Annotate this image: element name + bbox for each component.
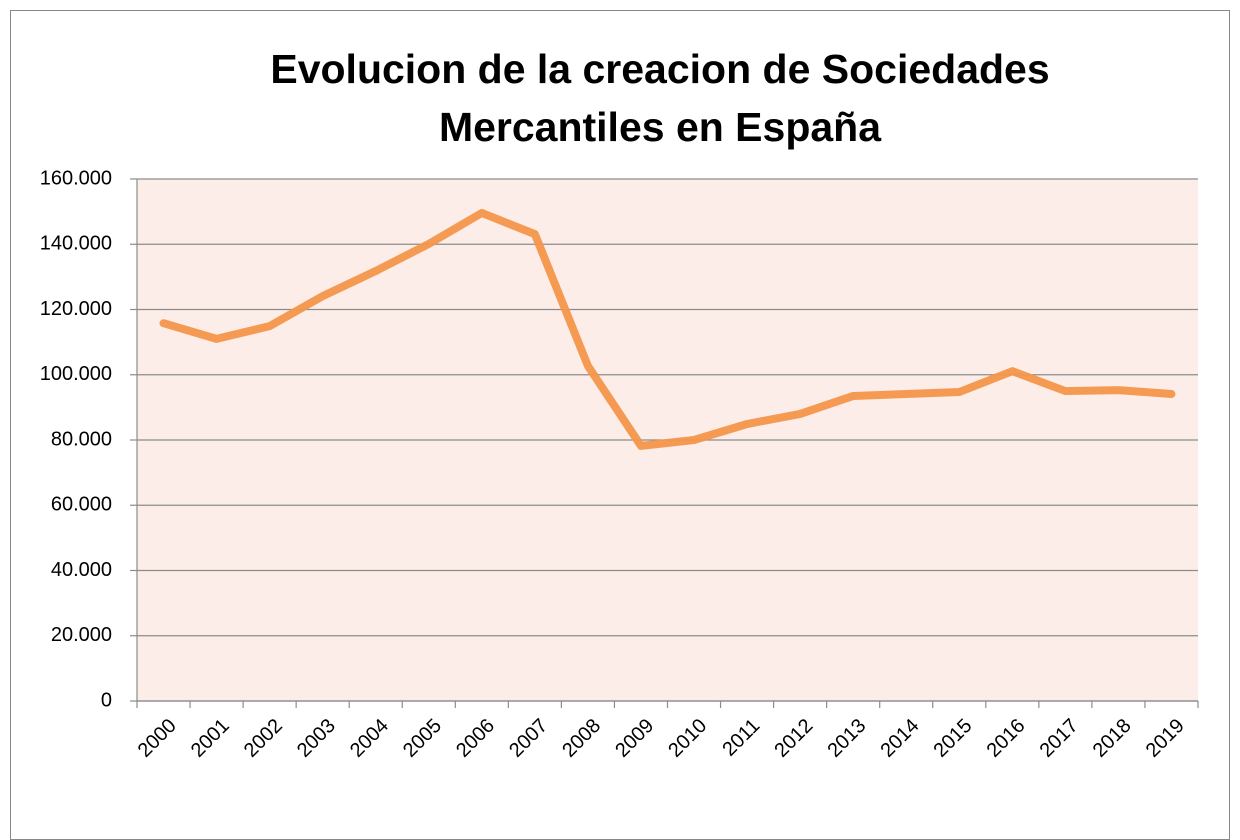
x-tick-label: 2017 — [1036, 715, 1083, 762]
x-tick-label: 2002 — [240, 715, 287, 762]
x-tick-label: 2018 — [1089, 715, 1136, 762]
data-line — [159, 208, 1176, 450]
x-tick-label: 2011 — [718, 715, 764, 761]
x-tick-label: 2015 — [930, 715, 977, 762]
y-tick-label: 100.000 — [40, 363, 112, 385]
x-tick-label: 2008 — [558, 715, 605, 762]
x-tick-label: 2016 — [983, 715, 1030, 762]
x-tick-label: 2005 — [399, 715, 446, 762]
y-tick-label: 0 — [101, 689, 112, 711]
x-tick-label: 2012 — [770, 715, 817, 762]
chart-title: Evolucion de la creacion de Sociedades M… — [270, 46, 1050, 150]
x-tick-label: 2003 — [293, 715, 340, 762]
x-tick-label: 2004 — [346, 715, 393, 762]
y-tick-label: 140.000 — [40, 233, 112, 255]
x-tick-label: 2010 — [664, 715, 711, 762]
y-tick-label: 80.000 — [51, 428, 112, 450]
x-tick-label: 2006 — [452, 715, 499, 762]
x-tick-label: 2013 — [823, 715, 870, 762]
x-tick-label: 2014 — [876, 715, 923, 762]
y-tick-label: 40.000 — [51, 559, 112, 581]
x-tick-label: 2007 — [505, 715, 552, 762]
y-tick-label: 60.000 — [51, 494, 112, 516]
x-tick-label: 2001 — [187, 715, 234, 762]
x-tick-label: 2000 — [134, 715, 181, 762]
y-tick-label: 160.000 — [40, 167, 112, 189]
y-tick-label: 120.000 — [40, 298, 112, 320]
x-tick-label: 2009 — [611, 715, 658, 762]
y-tick-label: 20.000 — [51, 624, 112, 646]
x-tick-label: 2019 — [1142, 715, 1189, 762]
